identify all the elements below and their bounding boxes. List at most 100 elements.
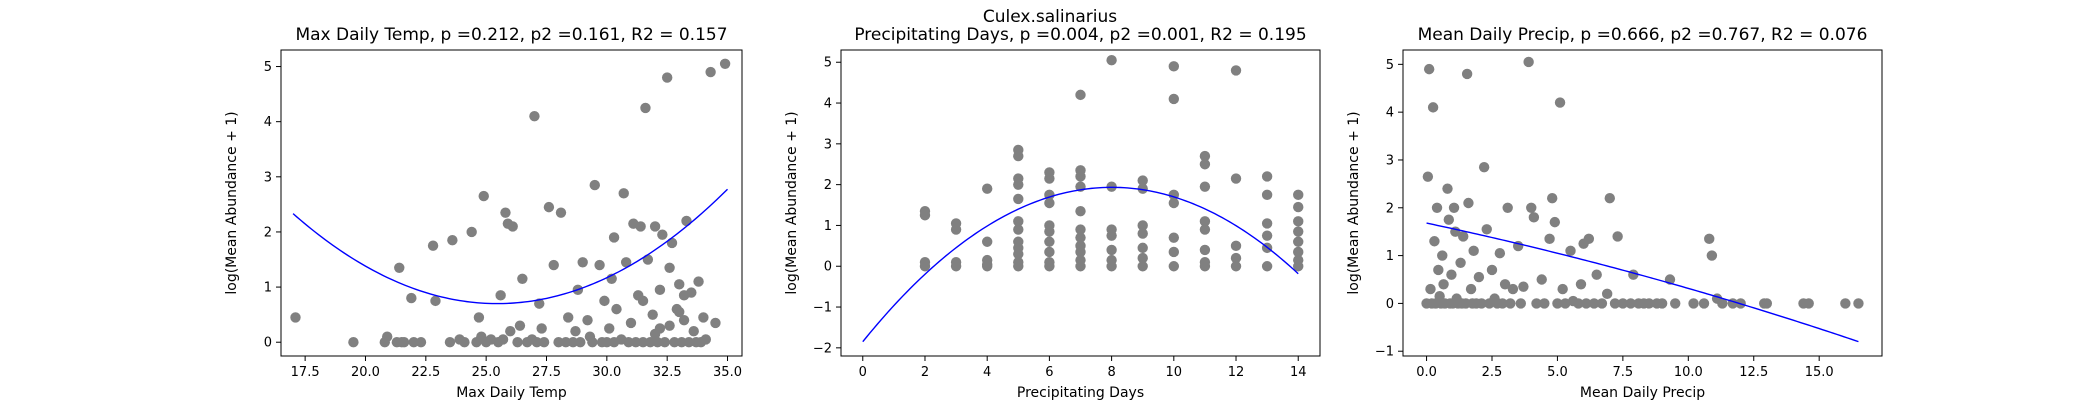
y-tick-label: −2: [813, 341, 832, 356]
data-point: [710, 317, 721, 329]
data-point: [415, 337, 427, 348]
data-point: [1044, 197, 1055, 209]
data-point: [1075, 171, 1086, 182]
data-point: [575, 337, 586, 348]
data-point: [1199, 181, 1211, 192]
data-points: [919, 55, 1304, 272]
data-point: [577, 257, 588, 268]
data-point: [1137, 183, 1148, 194]
data-point: [1518, 281, 1529, 292]
y-tick-label: 1: [824, 219, 832, 234]
data-point: [398, 337, 410, 348]
data-point: [1429, 236, 1440, 247]
axes-frame: [840, 49, 1321, 357]
data-point: [517, 273, 528, 285]
data-point: [1168, 61, 1180, 72]
data-point: [1013, 261, 1024, 272]
data-point: [1422, 171, 1434, 182]
data-point: [1468, 245, 1479, 257]
data-point: [1526, 202, 1537, 213]
data-point: [1536, 274, 1547, 285]
data-point: [290, 312, 301, 323]
fit-curve: [292, 188, 729, 305]
data-point: [1230, 261, 1242, 272]
data-point: [1458, 231, 1469, 242]
data-point: [1168, 246, 1180, 258]
x-axis-label: Mean Daily Precip: [1580, 385, 1705, 400]
data-point: [500, 207, 511, 218]
data-point: [1437, 250, 1448, 261]
data-point: [719, 58, 731, 69]
data-point: [1840, 298, 1851, 309]
y-tick-label: 5: [264, 60, 272, 75]
x-tick-label: 12.5: [1739, 365, 1768, 380]
data-point: [649, 221, 661, 232]
x-tick-label: 0: [859, 365, 867, 380]
x-tick-label: 17.5: [291, 365, 320, 380]
data-point: [1293, 261, 1304, 272]
data-point: [1499, 279, 1511, 290]
data-point: [466, 226, 477, 238]
data-point: [700, 334, 711, 345]
data-point: [919, 261, 931, 272]
data-point: [1431, 202, 1443, 213]
x-tick-label: 14: [1290, 365, 1307, 380]
data-point: [1473, 271, 1485, 283]
chart-panel-2: Precipitating Days, p =0.004, p2 =0.001,…: [784, 25, 1321, 400]
data-point: [919, 210, 931, 221]
data-point: [1044, 173, 1055, 184]
data-point: [666, 237, 678, 249]
data-point: [1261, 261, 1273, 272]
data-point: [348, 337, 359, 348]
data-point: [1137, 252, 1148, 264]
data-point: [1423, 63, 1435, 75]
data-point: [560, 337, 572, 348]
data-point: [620, 257, 632, 268]
data-point: [1293, 226, 1304, 237]
data-point: [1465, 283, 1477, 295]
data-point: [514, 320, 526, 331]
data-point: [1230, 252, 1242, 264]
data-point: [1446, 269, 1457, 280]
data-point: [1502, 202, 1513, 213]
data-point: [1656, 298, 1668, 309]
data-point: [950, 261, 962, 272]
data-point: [1293, 201, 1304, 213]
data-point: [950, 224, 962, 235]
data-point: [1486, 264, 1498, 276]
data-point: [1433, 264, 1444, 276]
data-point: [1443, 214, 1455, 225]
data-point: [688, 325, 699, 337]
y-tick-label: 4: [824, 97, 832, 112]
data-point: [1106, 261, 1117, 272]
chart-title: Mean Daily Precip, p =0.666, p2 =0.767, …: [1418, 25, 1868, 45]
data-point: [1573, 298, 1584, 309]
data-point: [623, 337, 634, 348]
data-point: [1106, 230, 1117, 241]
data-point: [1698, 298, 1710, 309]
data-point: [1688, 298, 1699, 309]
data-point: [1013, 216, 1024, 227]
data-point: [1448, 202, 1460, 213]
data-point: [1137, 242, 1148, 254]
data-point: [642, 254, 654, 265]
data-point: [536, 323, 547, 334]
data-point: [635, 221, 646, 232]
data-point: [1539, 298, 1550, 309]
data-point: [674, 279, 685, 290]
data-point: [637, 295, 649, 307]
data-point: [1604, 193, 1615, 204]
data-point: [981, 236, 993, 247]
chart-title: Precipitating Days, p =0.004, p2 =0.001,…: [854, 25, 1306, 45]
data-point: [608, 232, 620, 243]
data-point: [1013, 179, 1024, 190]
x-tick-label: 2: [921, 365, 929, 380]
data-point: [570, 325, 581, 337]
data-point: [1591, 269, 1602, 280]
y-tick-label: 0: [1386, 297, 1394, 312]
data-point: [1293, 216, 1304, 227]
x-tick-label: 32.5: [653, 365, 682, 380]
data-point: [1581, 298, 1592, 309]
x-tick-label: 10: [1166, 365, 1183, 380]
x-axis-label: Precipitating Days: [1017, 385, 1144, 400]
